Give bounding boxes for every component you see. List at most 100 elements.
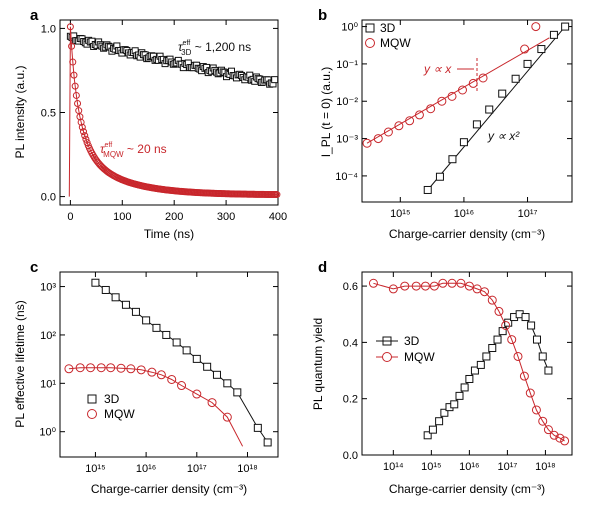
series-line-3d	[427, 313, 549, 436]
data-point-mqw	[429, 281, 439, 291]
y-tick-label: 0.0	[343, 450, 358, 462]
data-point-3d	[263, 438, 272, 447]
data-point-mqw	[383, 127, 393, 137]
data-point-mqw	[70, 71, 78, 79]
data-point-mqw	[458, 85, 468, 95]
data-point-3d	[435, 417, 444, 426]
data-point-3d	[223, 379, 232, 388]
panel-b-plot: 10¹⁵ 10¹⁶ 10¹⁷ 10⁻⁴ 10⁻³ 10⁻² 10⁻¹ 10⁰ Charge-c…	[319, 19, 573, 241]
fit-line-mqw	[68, 367, 244, 447]
data-point-3d	[527, 321, 536, 330]
data-point-mqw	[531, 405, 541, 415]
panel-d-x-axis-label: Charge-carrier density (cm⁻³)	[389, 482, 545, 496]
data-point-mqw	[456, 278, 466, 288]
data-point-mqw	[273, 191, 281, 199]
y-tick-label: 10³	[40, 282, 56, 294]
data-point-mqw	[136, 365, 146, 375]
data-point-mqw	[156, 370, 166, 380]
y-tick-label: 10⁰	[39, 427, 56, 439]
data-point-mqw	[167, 374, 177, 384]
data-point-mqw	[72, 91, 80, 99]
legend-mqw-label: MQW	[380, 36, 411, 50]
data-point-3d	[253, 423, 262, 432]
x-tick-label: 10¹⁸	[535, 461, 556, 473]
y-tick-label: 10⁻²	[336, 96, 358, 108]
data-point-mqw	[207, 398, 217, 408]
data-point-mqw	[64, 364, 74, 374]
data-point-mqw	[77, 118, 85, 126]
data-point-mqw	[464, 281, 474, 291]
data-point-mqw	[480, 287, 490, 297]
data-point-3d	[488, 344, 497, 353]
legend-3d-label: 3D	[380, 21, 396, 35]
data-point-mqw	[560, 436, 570, 446]
data-point-3d	[521, 313, 530, 322]
data-point-mqw	[437, 96, 447, 106]
legend-3d-label: 3D	[404, 334, 420, 348]
y-tick-label: 0.5	[41, 108, 56, 120]
legend-3d-marker	[382, 336, 392, 346]
panel-a-data	[66, 23, 281, 199]
data-point-3d	[440, 408, 449, 417]
panel-d-y-axis-label: PL quantum yield	[311, 318, 325, 410]
data-point-mqw	[373, 134, 383, 144]
data-point-mqw	[538, 416, 548, 426]
panel-b-axes: 10¹⁵ 10¹⁶ 10¹⁷ 10⁻⁴ 10⁻³ 10⁻² 10⁻¹ 10⁰	[335, 20, 572, 220]
data-point-mqw	[126, 364, 136, 374]
data-point-mqw	[192, 389, 202, 399]
data-point-3d	[450, 400, 459, 409]
data-point-3d	[212, 370, 221, 379]
legend-mqw-label: MQW	[404, 350, 435, 364]
legend-mqw-marker	[382, 352, 392, 362]
x-tick-label: 400	[269, 211, 287, 223]
data-point-mqw	[368, 278, 378, 288]
x-tick-label: 300	[217, 211, 235, 223]
data-point-3d	[538, 352, 547, 361]
legend-3d-marker	[365, 23, 375, 33]
legend-mqw-marker	[87, 409, 97, 419]
data-point-3d	[465, 374, 474, 383]
data-point-3d	[203, 362, 212, 371]
x-tick-label: 10¹⁷	[518, 208, 538, 220]
data-point-3d	[111, 293, 120, 302]
data-point-3d	[549, 30, 558, 39]
data-point-mqw	[447, 278, 457, 288]
data-point-mqw	[414, 110, 424, 120]
panel-c-plot: 10¹⁵ 10¹⁶ 10¹⁷ 10¹⁸ 10⁰ 10¹ 10² 10³ Charge-carr…	[13, 271, 279, 496]
panel-letter-b: b	[318, 7, 327, 24]
panel-b-x-axis-label: Charge-carrier density (cm⁻³)	[389, 227, 545, 241]
data-point-3d	[131, 307, 140, 316]
y-tick-label: 10⁻¹	[336, 59, 358, 71]
panel-d-axes: 10¹⁴ 10¹⁵ 10¹⁶ 10¹⁷ 10¹⁸ 0.0 0.2 0.4 0.6	[343, 272, 572, 473]
y-tick-label: 10¹	[40, 378, 56, 390]
panel-a-annotation-mqw: τeff MQW ~ 20 ns	[100, 142, 167, 159]
data-point-mqw	[555, 433, 565, 443]
data-point-3d	[271, 76, 279, 84]
panel-d-plot: 10¹⁴ 10¹⁵ 10¹⁶ 10¹⁷ 10¹⁸ 0.0 0.2 0.4 0.6 Charge-…	[311, 271, 573, 496]
data-point-3d	[152, 323, 161, 332]
panel-d-frame	[361, 271, 573, 456]
data-point-3d	[142, 316, 151, 325]
data-point-3d	[162, 330, 171, 339]
data-point-mqw	[487, 295, 497, 305]
panel-c-data	[64, 278, 272, 447]
data-point-mqw	[71, 82, 79, 90]
data-point-mqw	[478, 73, 488, 83]
y-tick-label: 10⁰	[341, 22, 358, 34]
data-point-mqw	[519, 371, 529, 381]
y-tick-label: 10⁻⁴	[335, 171, 358, 183]
panel-b-y-axis-label: I_PL (t = 0) (a.u.)	[319, 67, 333, 158]
data-point-mqw	[75, 363, 85, 373]
data-point-3d	[448, 155, 457, 164]
data-point-mqw	[222, 412, 232, 422]
data-point-3d	[233, 388, 242, 397]
panel-c-y-axis-label: PL effective lifetime (ns)	[13, 300, 27, 427]
data-point-mqw	[520, 44, 530, 54]
data-point-mqw	[86, 363, 96, 373]
panel-c-axes: 10¹⁵ 10¹⁶ 10¹⁷ 10¹⁸ 10⁰ 10¹ 10² 10³	[39, 272, 278, 475]
legend-3d-marker	[87, 394, 97, 404]
data-point-mqw	[507, 335, 517, 345]
data-point-3d	[101, 285, 110, 294]
data-point-mqw	[81, 132, 89, 140]
x-tick-label: 10¹⁶	[136, 463, 156, 475]
